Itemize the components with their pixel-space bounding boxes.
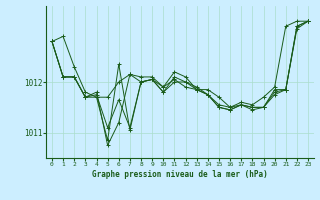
X-axis label: Graphe pression niveau de la mer (hPa): Graphe pression niveau de la mer (hPa)	[92, 170, 268, 179]
